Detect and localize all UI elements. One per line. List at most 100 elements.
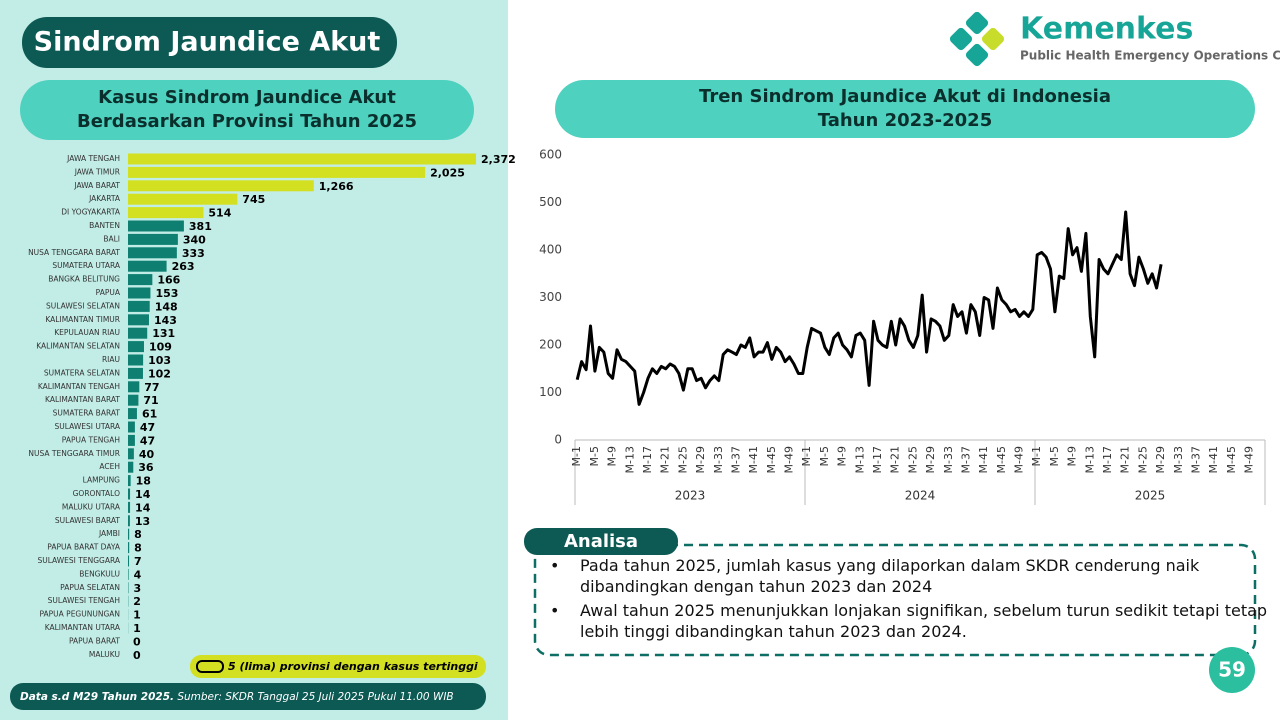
category-label: BANGKA BELITUNG [48,275,120,284]
footer-pill [10,683,486,710]
x-tick-label: M-25 [1136,446,1149,473]
bar [128,153,476,165]
bar [128,394,139,406]
x-tick-label: M-41 [1207,446,1220,473]
x-tick-label: M-5 [588,446,601,466]
value-label: 263 [172,260,195,273]
bar [128,327,148,339]
y-tick-label: 400 [539,243,562,257]
x-tick-label: M-41 [747,446,760,473]
category-label: JAWA TENGAH [66,154,120,163]
y-tick-label: 300 [539,290,562,304]
legend-pill [190,655,486,678]
value-label: 333 [182,247,205,260]
value-label: 14 [135,501,151,514]
x-tick-label: M-29 [694,446,707,473]
value-label: 153 [155,287,178,300]
category-label: PAPUA PEGUNUNGAN [39,610,120,619]
bar [128,408,137,420]
category-label: JAKARTA [88,194,121,203]
logo-name: Kemenkes [1020,12,1193,47]
category-label: BANTEN [89,221,120,230]
value-label: 0 [133,649,141,662]
value-label: 13 [135,515,150,528]
x-tick-label: M-41 [977,446,990,473]
bar [128,515,130,527]
value-label: 71 [143,394,158,407]
value-label: 14 [135,488,151,501]
category-label: RIAU [102,355,120,364]
value-label: 0 [133,635,141,648]
y-tick-label: 600 [539,148,562,162]
x-tick-label: M-17 [871,446,884,473]
bar [128,180,314,192]
bar [128,287,151,299]
category-label: SUMATERA UTARA [52,261,121,270]
category-label: BENGKULU [79,569,120,578]
x-tick-label: M-17 [1101,446,1114,473]
x-tick-label: M-1 [1030,446,1043,466]
value-label: 2,025 [430,166,465,179]
bar [128,542,130,554]
x-tick-label: M-13 [1083,446,1096,473]
value-label: 148 [155,300,178,313]
y-tick-label: 500 [539,195,562,209]
category-label: NUSA TENGGARA BARAT [28,248,120,257]
category-label: KALIMANTAN SELATAN [36,342,120,351]
bar [128,260,167,272]
group-label: 2025 [1135,489,1166,503]
bar [128,488,131,500]
bar [128,247,177,259]
logo-subtitle: Public Health Emergency Operations Cente… [1020,49,1280,63]
value-label: 8 [134,528,142,541]
x-tick-label: M-21 [889,446,902,473]
bar [128,381,140,393]
analysis-bullet: Awal tahun 2025 menunjukkan lonjakan sig… [548,600,1270,642]
bar [128,166,426,178]
category-label: SUMATERA SELATAN [44,368,120,377]
category-label: KALIMANTAN TIMUR [45,315,120,324]
x-tick-label: M-5 [818,446,831,466]
y-tick-label: 200 [539,338,562,352]
value-label: 1 [133,609,141,622]
x-tick-label: M-5 [1048,446,1061,466]
x-tick-label: M-25 [676,446,689,473]
x-tick-label: M-9 [606,446,619,466]
value-label: 131 [152,327,175,340]
x-tick-label: M-45 [1225,446,1238,473]
x-tick-label: M-49 [1013,446,1026,473]
category-label: KALIMANTAN TENGAH [38,382,120,391]
bar-title-pill [20,80,474,140]
category-label: PAPUA TENGAH [62,435,120,444]
category-label: PAPUA BARAT [69,636,120,645]
category-label: PAPUA BARAT DAYA [47,543,121,552]
footer-source: Sumber: SKDR Tanggal 25 Juli 2025 Pukul … [177,691,453,703]
bar [128,448,134,460]
category-label: MALUKU [89,650,120,659]
x-tick-label: M-45 [765,446,778,473]
value-label: 7 [134,555,142,568]
x-tick-label: M-37 [729,446,742,473]
value-label: 2,372 [481,153,516,166]
x-tick-label: M-45 [995,446,1008,473]
category-label: SULAWESI UTARA [55,422,121,431]
bar [128,233,178,245]
value-label: 514 [208,207,231,220]
value-label: 77 [144,381,159,394]
category-label: JAMBI [98,529,120,538]
bar [128,193,238,205]
x-tick-label: M-29 [924,446,937,473]
line-title-pill [555,80,1255,138]
x-tick-label: M-49 [1243,446,1256,473]
value-label: 102 [148,367,171,380]
value-label: 340 [183,233,206,246]
x-tick-label: M-1 [800,446,813,466]
analysis-bullet: Pada tahun 2025, jumlah kasus yang dilap… [548,555,1270,597]
x-tick-label: M-9 [1066,446,1079,466]
y-tick-label: 0 [554,433,562,447]
value-label: 40 [139,448,155,461]
value-label: 47 [140,434,155,447]
x-tick-label: M-49 [783,446,796,473]
category-label: KALIMANTAN UTARA [45,623,121,632]
